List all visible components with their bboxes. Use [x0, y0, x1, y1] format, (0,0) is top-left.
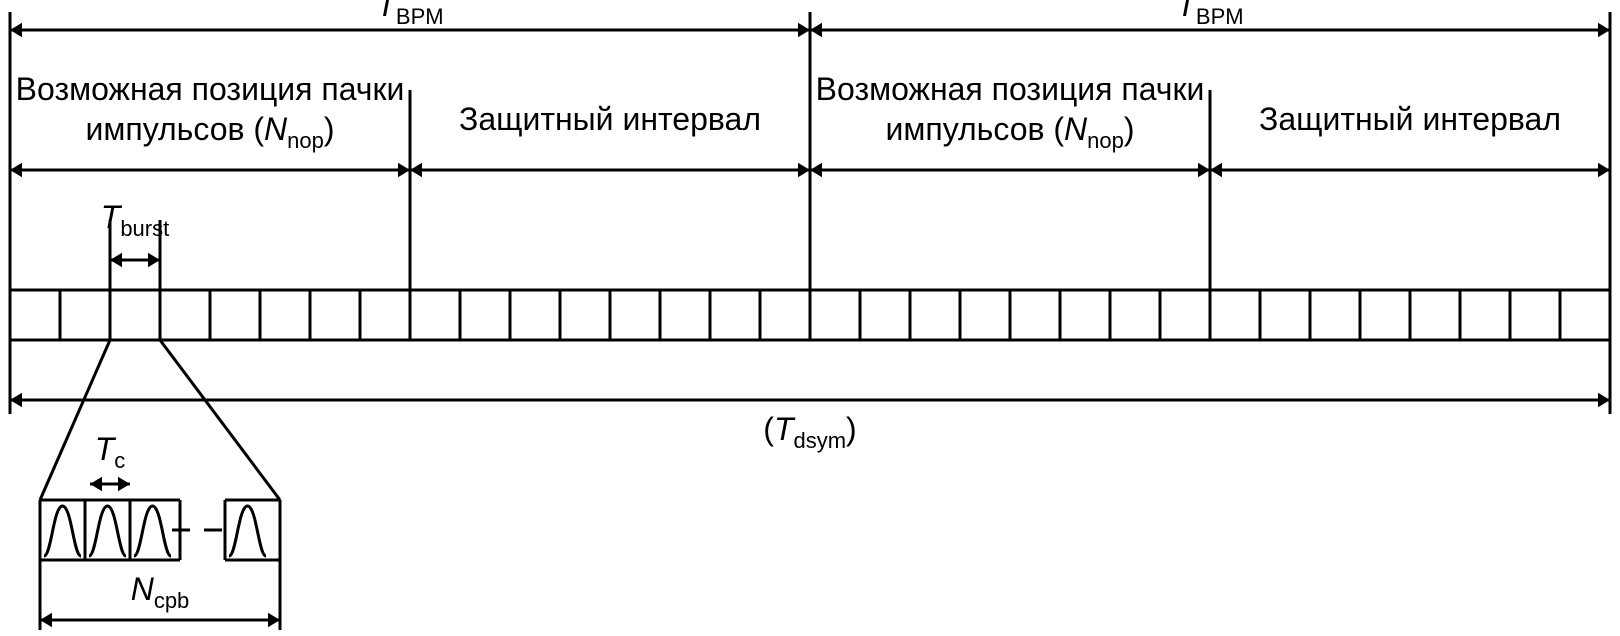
guard-interval-right-label: Защитный интервал [1259, 101, 1561, 137]
t-bpm-left-label: TBPM [376, 0, 443, 29]
burst-pos-left-label-l2: импульсов (Nnop) [85, 111, 334, 153]
pulse-icon [229, 506, 266, 556]
timing-diagram: TBPM TBPM Возможная позиция пачки импульсов… [0, 0, 1620, 636]
pulse-icon [89, 506, 126, 556]
t-c-label: Tc [95, 431, 126, 473]
burst-pos-right-label-l2: импульсов (Nnop) [885, 111, 1134, 153]
burst-pos-left-label-l1: Возможная позиция пачки [16, 71, 405, 107]
t-burst-label: Tburst [101, 199, 169, 241]
n-cpb-label: Ncpb [131, 571, 190, 613]
pulse-icon [44, 506, 81, 556]
burst-pos-right-label-l1: Возможная позиция пачки [816, 71, 1205, 107]
pulse-icon [134, 506, 171, 556]
guard-interval-left-label: Защитный интервал [459, 101, 761, 137]
t-dsym-label: (Tdsym) [763, 411, 856, 453]
t-bpm-right-label: TBPM [1176, 0, 1243, 29]
